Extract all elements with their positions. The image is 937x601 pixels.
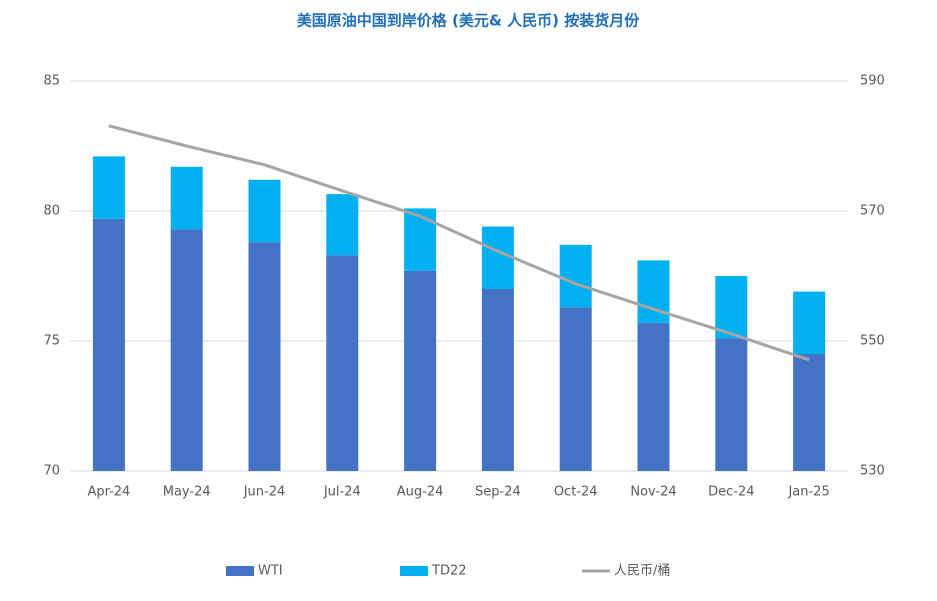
bar	[248, 179, 281, 243]
bar	[248, 242, 281, 471]
y2-tick-label: 590	[860, 74, 885, 89]
y-tick-label: 75	[43, 334, 60, 349]
bar	[715, 276, 748, 339]
x-tick-label: Jan-25	[787, 485, 829, 500]
x-tick-label: Dec-24	[708, 485, 754, 500]
y-tick-label: 85	[43, 74, 60, 89]
line	[108, 124, 810, 362]
bar	[92, 218, 125, 471]
y2-tick-label: 530	[860, 464, 885, 479]
bar	[793, 291, 826, 354]
bar	[404, 270, 437, 471]
bar	[326, 255, 359, 471]
bar	[481, 289, 514, 471]
y-tick-label: 80	[43, 204, 60, 219]
bar	[559, 307, 592, 471]
bar	[170, 229, 203, 471]
y2-tick-label: 570	[860, 204, 885, 219]
bar	[481, 226, 514, 289]
legend-label: TD22	[431, 564, 467, 579]
bar	[170, 166, 203, 230]
bar	[715, 338, 748, 471]
y2-tick-label: 550	[860, 334, 885, 349]
legend-label: WTI	[258, 564, 283, 579]
legend-label: 人民币/桶	[614, 564, 670, 579]
bar	[404, 208, 437, 271]
x-tick-label: Jun-24	[243, 485, 286, 500]
bar	[637, 322, 670, 471]
x-tick-label: Apr-24	[87, 485, 130, 500]
bar	[326, 194, 359, 256]
legend-swatch	[400, 566, 428, 576]
legend-swatch	[226, 566, 254, 576]
x-tick-label: May-24	[163, 485, 211, 500]
bar	[793, 354, 826, 471]
x-tick-label: Sep-24	[475, 485, 521, 500]
bar	[559, 244, 592, 308]
x-tick-label: Oct-24	[554, 485, 598, 500]
x-tick-label: Nov-24	[630, 485, 676, 500]
chart-title: 美国原油中国到岸价格 (美元& 人民币) 按装货月份	[297, 12, 640, 30]
x-tick-label: Jul-24	[323, 485, 361, 500]
x-tick-label: Aug-24	[397, 485, 444, 500]
bar	[92, 156, 125, 219]
y-tick-label: 70	[43, 464, 60, 479]
